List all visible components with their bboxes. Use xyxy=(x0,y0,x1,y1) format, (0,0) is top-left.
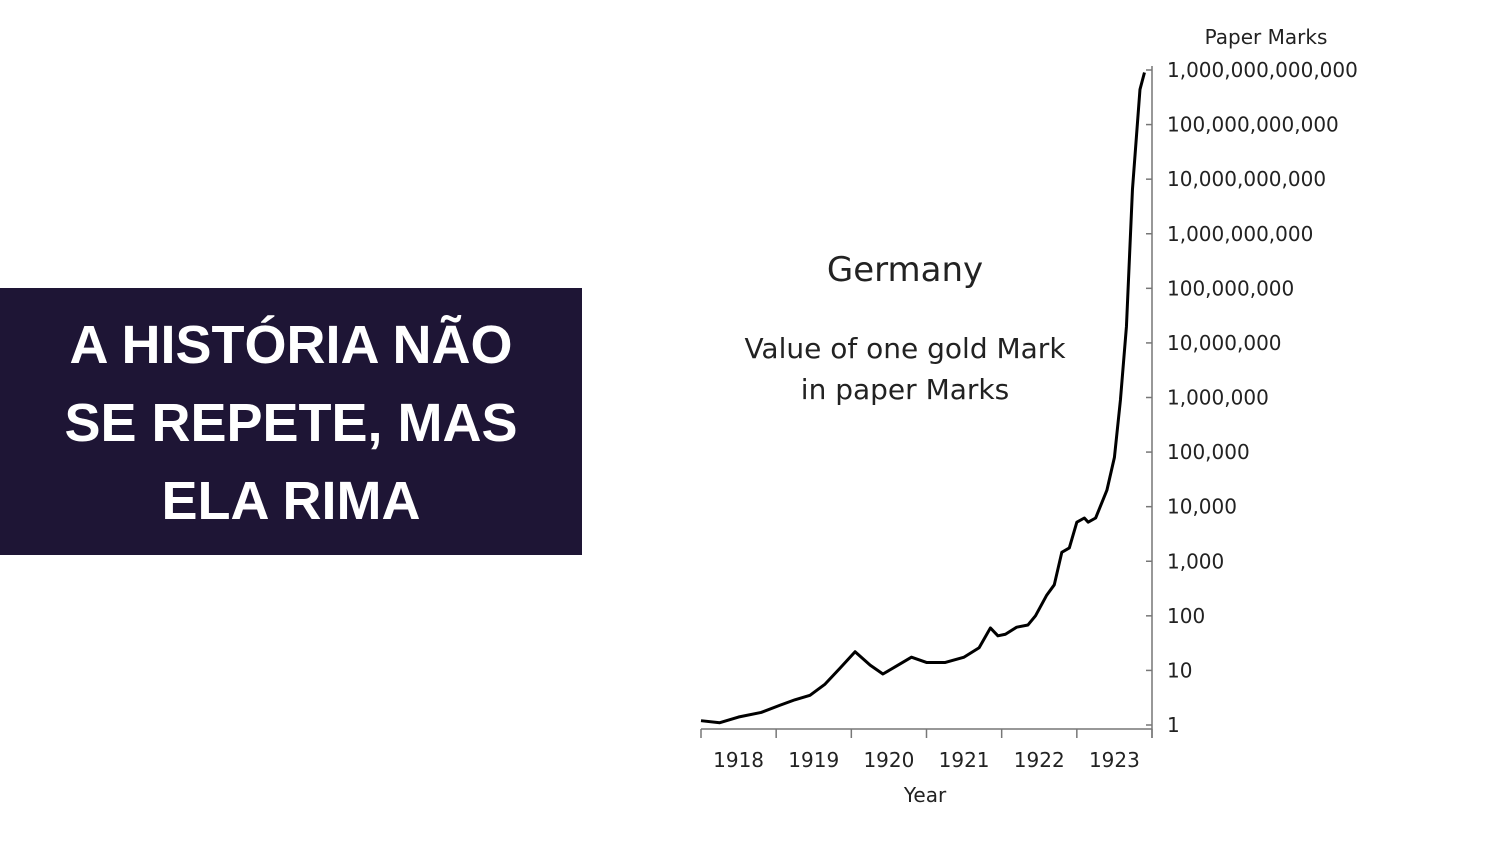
headline-line: A HISTÓRIA NÃO xyxy=(70,315,513,375)
x-axis-label: Year xyxy=(903,783,947,807)
x-tick-label: 1919 xyxy=(788,748,839,772)
y-tick-label: 100 xyxy=(1167,604,1205,628)
y-tick-label: 1,000 xyxy=(1167,549,1224,573)
y-tick-label: 10,000,000 xyxy=(1167,331,1282,355)
x-tick-label: 1920 xyxy=(863,748,914,772)
headline-line: SE REPETE, MAS xyxy=(64,393,517,453)
y-tick-label: 10,000 xyxy=(1167,495,1237,519)
x-tick-label: 1918 xyxy=(713,748,764,772)
x-tick-label: 1922 xyxy=(1014,748,1065,772)
y-tick-label: 100,000,000 xyxy=(1167,276,1294,300)
chart-subtitle: Value of one gold Mark xyxy=(744,332,1066,365)
x-tick-label: 1921 xyxy=(939,748,990,772)
y-tick-label: 1,000,000,000,000 xyxy=(1167,58,1358,82)
chart-title: Germany xyxy=(827,250,983,290)
y-tick-label: 100,000 xyxy=(1167,440,1250,464)
chart-subtitle: in paper Marks xyxy=(801,373,1009,406)
y-tick-label: 1,000,000 xyxy=(1167,386,1269,410)
y-tick-label: 10 xyxy=(1167,658,1192,682)
y-tick-label: 10,000,000,000 xyxy=(1167,167,1326,191)
y-axis-label: Paper Marks xyxy=(1205,25,1328,49)
x-tick-label: 1923 xyxy=(1089,748,1140,772)
headline-line: ELA RIMA xyxy=(162,471,421,531)
y-tick-label: 1 xyxy=(1167,713,1180,737)
y-tick-label: 100,000,000,000 xyxy=(1167,113,1339,137)
y-tick-label: 1,000,000,000 xyxy=(1167,222,1313,246)
data-line xyxy=(700,72,1146,725)
headline-box xyxy=(0,288,582,555)
